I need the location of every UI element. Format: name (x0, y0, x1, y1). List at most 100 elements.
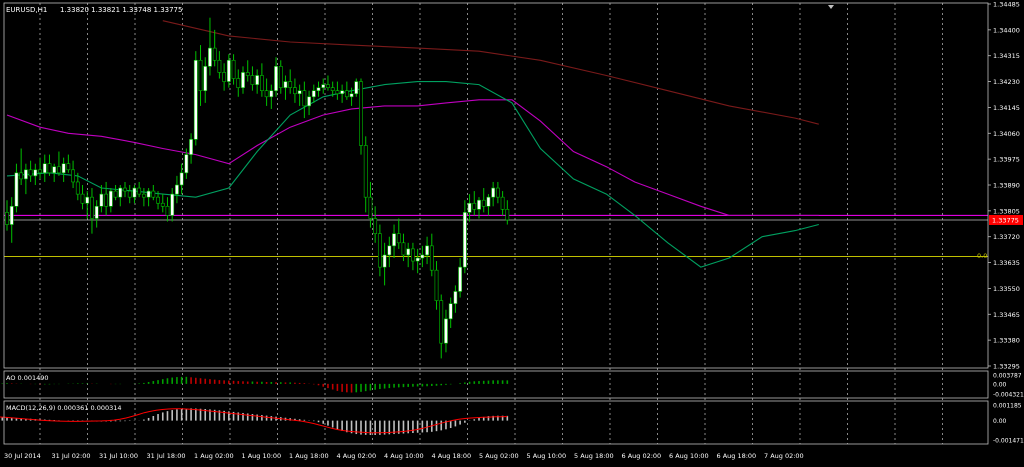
candle[interactable] (85, 191, 90, 219)
candle[interactable] (316, 81, 321, 97)
candle[interactable] (241, 66, 245, 94)
candle[interactable] (156, 191, 160, 210)
candle[interactable] (146, 188, 151, 207)
macd-indicator-panel[interactable] (0, 408, 509, 435)
candle[interactable] (420, 245, 425, 268)
candle[interactable] (259, 63, 264, 97)
candle[interactable] (392, 224, 396, 259)
candle[interactable] (477, 197, 481, 219)
candle[interactable] (90, 188, 94, 234)
candle[interactable] (500, 191, 505, 216)
candle[interactable] (425, 236, 429, 265)
candle[interactable] (208, 17, 212, 76)
candle[interactable] (14, 163, 19, 213)
candle[interactable] (127, 185, 132, 204)
candle[interactable] (335, 81, 340, 100)
candle[interactable] (396, 218, 401, 249)
candle[interactable] (255, 69, 260, 94)
candle[interactable] (231, 54, 236, 85)
candle[interactable] (448, 297, 453, 328)
candle[interactable] (302, 81, 307, 119)
candle[interactable] (429, 233, 434, 277)
candle[interactable] (118, 185, 123, 207)
candle[interactable] (359, 78, 363, 155)
candle[interactable] (434, 261, 439, 310)
candle[interactable] (57, 151, 61, 176)
candle[interactable] (382, 242, 387, 286)
candle[interactable] (236, 69, 241, 97)
candle[interactable] (363, 136, 368, 213)
candle[interactable] (453, 285, 458, 313)
candle[interactable] (75, 172, 80, 201)
candle[interactable] (288, 69, 293, 94)
candle[interactable] (354, 78, 359, 97)
candle[interactable] (137, 181, 142, 198)
candle[interactable] (406, 242, 411, 268)
candle[interactable] (19, 148, 24, 185)
candle[interactable] (467, 194, 472, 222)
candle[interactable] (94, 200, 99, 228)
candle[interactable] (505, 200, 510, 225)
candle[interactable] (212, 29, 217, 67)
candle[interactable] (9, 197, 14, 243)
candle[interactable] (415, 248, 420, 274)
candle[interactable] (104, 181, 109, 216)
candle[interactable] (108, 188, 113, 213)
candle[interactable] (486, 194, 491, 216)
candle[interactable] (264, 78, 269, 106)
candle[interactable] (38, 157, 42, 179)
candle[interactable] (349, 87, 354, 106)
candle[interactable] (495, 181, 500, 204)
candle[interactable] (160, 194, 165, 213)
candle[interactable] (269, 84, 274, 109)
candle[interactable] (113, 185, 118, 201)
candle[interactable] (297, 84, 302, 106)
candle[interactable] (61, 157, 66, 182)
candle[interactable] (274, 57, 278, 97)
candle[interactable] (175, 175, 179, 204)
candle[interactable] (170, 188, 175, 222)
candle[interactable] (307, 90, 311, 116)
candle[interactable] (326, 75, 330, 91)
candle[interactable] (179, 163, 184, 195)
candle[interactable] (411, 242, 415, 271)
candle[interactable] (293, 78, 297, 103)
candle[interactable] (165, 197, 170, 222)
candle[interactable] (462, 200, 467, 274)
candle[interactable] (458, 258, 463, 298)
candle[interactable] (250, 66, 255, 91)
candle[interactable] (481, 188, 486, 213)
candle[interactable] (123, 181, 127, 198)
candle[interactable] (66, 154, 71, 173)
candle[interactable] (47, 154, 52, 176)
candle[interactable] (226, 54, 231, 88)
candle[interactable] (203, 57, 208, 103)
candle[interactable] (151, 185, 156, 201)
candle[interactable] (373, 206, 378, 243)
candle[interactable] (344, 81, 349, 100)
candle[interactable] (340, 84, 345, 103)
candle[interactable] (330, 81, 335, 97)
candle[interactable] (444, 309, 448, 353)
candle[interactable] (387, 236, 392, 268)
candle[interactable] (472, 191, 477, 216)
candle[interactable] (33, 163, 38, 185)
candle[interactable] (368, 181, 373, 228)
candle[interactable] (71, 160, 75, 189)
candle[interactable] (5, 200, 9, 231)
candle[interactable] (52, 163, 57, 182)
candle[interactable] (28, 160, 33, 182)
candle[interactable] (491, 181, 496, 207)
candle[interactable] (80, 185, 85, 210)
candle[interactable] (132, 185, 137, 204)
candle[interactable] (189, 133, 193, 164)
candle[interactable] (283, 75, 288, 100)
candle[interactable] (23, 163, 28, 195)
main-price-panel[interactable] (4, 17, 988, 359)
candle[interactable] (311, 84, 316, 103)
candle[interactable] (245, 60, 250, 82)
candle[interactable] (198, 45, 203, 106)
candle[interactable] (439, 294, 444, 359)
candle[interactable] (193, 51, 198, 146)
candle[interactable] (42, 154, 47, 182)
